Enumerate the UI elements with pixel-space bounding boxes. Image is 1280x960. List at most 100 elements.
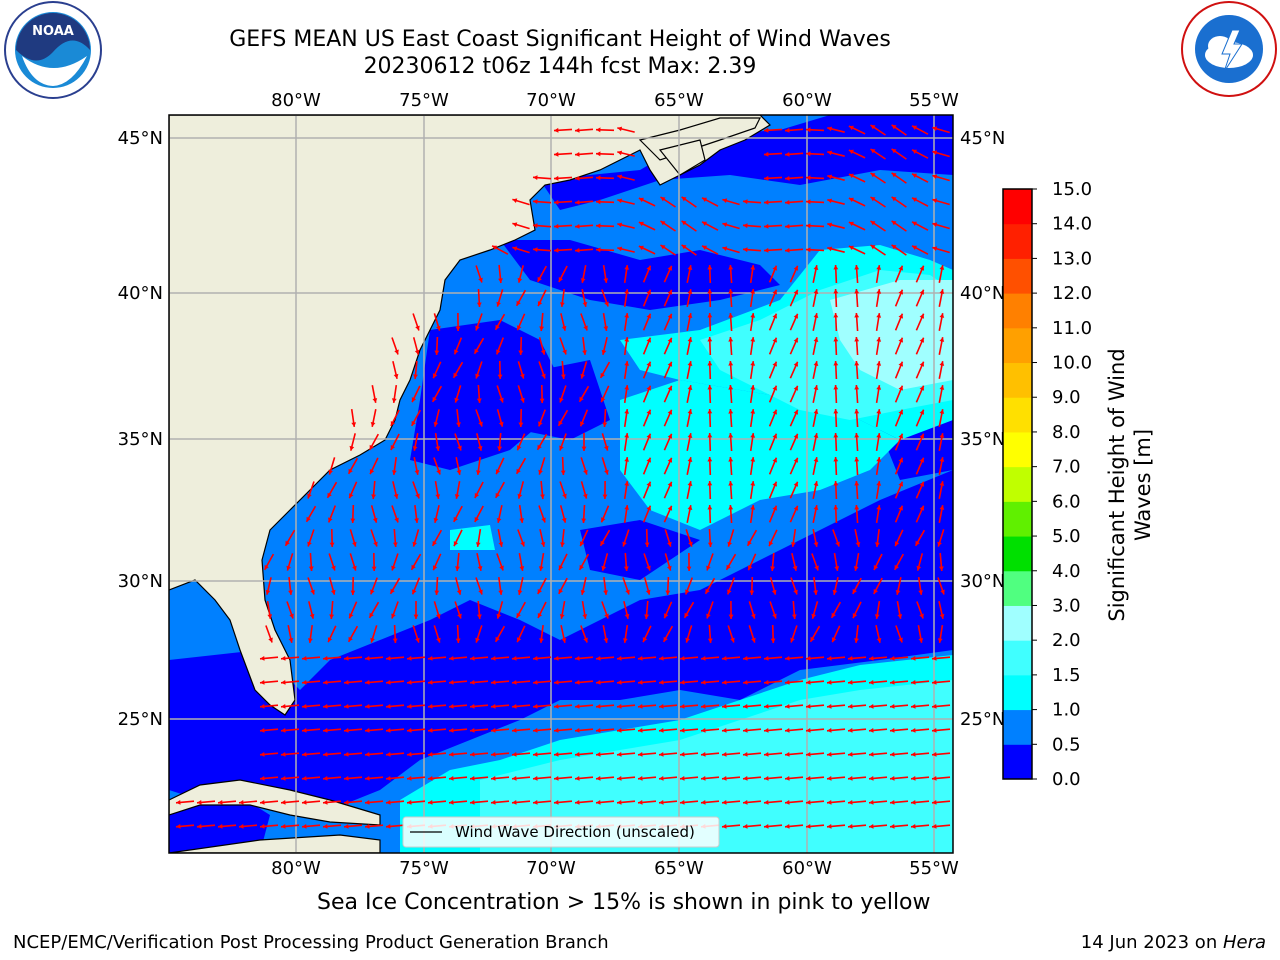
wave-direction-arrowhead — [554, 151, 559, 157]
colorbar-segment — [1003, 362, 1032, 398]
colorbar-tick-label: 4.0 — [1052, 561, 1081, 582]
wave-direction-arrowhead — [260, 800, 265, 805]
wave-direction-arrowhead — [793, 337, 798, 343]
wave-direction-arrowhead — [848, 680, 853, 685]
wave-direction-arrowhead — [728, 313, 734, 318]
wave-direction-arrowhead — [533, 223, 538, 228]
wave-direction-arrowhead — [617, 150, 623, 156]
wave-direction-arrowhead — [707, 638, 713, 643]
wave-direction-arrowhead — [722, 704, 727, 709]
wave-direction-arrowhead — [876, 457, 882, 462]
wave-direction-arrowhead — [707, 481, 713, 486]
wave-direction-arrowhead — [307, 541, 312, 547]
wave-direction-arrowhead — [750, 457, 756, 462]
wave-direction-arrowhead — [436, 613, 441, 619]
wave-direction-arrowhead — [793, 481, 798, 487]
wave-direction-arrowhead — [554, 199, 559, 205]
wave-direction-arrowhead — [911, 704, 916, 709]
wave-direction-arrowhead — [386, 776, 391, 781]
wave-direction-arrowhead — [939, 337, 945, 342]
wave-direction-arrowhead — [911, 728, 916, 733]
wave-direction-arrowhead — [453, 372, 458, 378]
wave-direction-arrowhead — [848, 197, 854, 203]
colorbar-segment — [1003, 640, 1032, 676]
wave-direction-arrowhead — [281, 776, 286, 781]
wave-direction-arrowhead — [365, 824, 370, 829]
wave-direction-arrowhead — [764, 247, 769, 253]
wave-direction-arrowhead — [495, 324, 500, 330]
wave-direction-arrowhead — [932, 776, 937, 781]
wave-direction-arrowhead — [512, 776, 517, 781]
wave-direction-arrowhead — [705, 588, 710, 594]
wave-direction-arrowhead — [722, 198, 728, 203]
wave-direction-arrowhead — [562, 493, 567, 499]
wave-direction-arrowhead — [497, 446, 502, 451]
wave-direction-arrowhead — [932, 126, 938, 131]
wave-direction-arrowhead — [516, 612, 521, 618]
wave-direction-arrowhead — [617, 704, 622, 709]
wave-direction-arrowhead — [870, 245, 876, 250]
wave-direction-arrowhead — [728, 385, 734, 390]
wave-direction-arrowhead — [638, 221, 644, 227]
wave-direction-arrowhead — [575, 248, 580, 253]
wave-direction-arrowhead — [470, 704, 475, 709]
wave-direction-arrowhead — [764, 800, 769, 805]
wave-direction-arrowhead — [392, 470, 397, 475]
wave-direction-arrowhead — [517, 493, 523, 499]
wave-direction-arrowhead — [519, 566, 525, 571]
wave-direction-arrowhead — [365, 680, 370, 685]
wave-direction-arrowhead — [264, 564, 269, 570]
wave-direction-arrowhead — [580, 373, 585, 379]
lat-label-right: 45°N — [960, 128, 1005, 149]
wave-direction-arrowhead — [939, 433, 945, 438]
wave-direction-arrowhead — [407, 752, 412, 757]
wave-direction-arrowhead — [218, 800, 223, 805]
wave-direction-arrowhead — [743, 656, 748, 661]
wave-direction-arrowhead — [806, 776, 811, 781]
wave-direction-arrowhead — [456, 422, 461, 427]
footer-machine: Hera — [1222, 932, 1266, 953]
wave-direction-arrowhead — [575, 128, 580, 133]
wave-direction-arrowhead — [512, 752, 517, 757]
wave-direction-arrowhead — [911, 800, 916, 805]
wave-direction-arrowhead — [386, 752, 391, 757]
wave-direction-arrowhead — [575, 752, 580, 757]
wave-direction-arrowhead — [932, 222, 938, 227]
wave-direction-arrowhead — [323, 800, 328, 805]
wave-direction-arrowhead — [575, 176, 580, 181]
wave-direction-arrowhead — [854, 505, 860, 510]
wave-direction-arrowhead — [659, 704, 664, 709]
wave-direction-arrowhead — [561, 374, 566, 379]
wave-direction-arrowhead — [624, 265, 629, 270]
wave-direction-arrowhead — [512, 800, 517, 805]
colorbar-segment — [1003, 431, 1032, 468]
wave-direction-arrowhead — [833, 289, 839, 294]
wave-direction-arrowhead — [518, 350, 524, 355]
wave-direction-arrowhead — [603, 326, 609, 331]
wave-direction-arrowhead — [919, 361, 924, 367]
wave-direction-arrowhead — [372, 398, 378, 403]
wave-direction-arrowhead — [932, 680, 937, 685]
wave-direction-arrowhead — [455, 638, 461, 643]
wave-direction-arrowhead — [919, 613, 924, 619]
wave-direction-arrowhead — [667, 361, 673, 367]
wave-direction-arrowhead — [491, 776, 496, 781]
wave-direction-arrowhead — [667, 385, 673, 391]
wave-direction-arrowhead — [392, 638, 398, 643]
wave-direction-arrowhead — [638, 704, 643, 709]
wave-direction-arrowhead — [308, 638, 313, 643]
wave-direction-arrowhead — [456, 470, 462, 475]
wave-direction-arrowhead — [644, 542, 650, 547]
wave-direction-arrowhead — [793, 409, 798, 415]
wave-direction-arrowhead — [575, 224, 580, 229]
wave-direction-arrowhead — [939, 481, 945, 486]
wave-direction-arrowhead — [477, 566, 483, 571]
wave-direction-arrowhead — [764, 175, 769, 181]
wave-direction-arrowhead — [854, 433, 860, 438]
wave-direction-arrowhead — [701, 656, 706, 661]
wave-direction-arrowhead — [306, 516, 311, 522]
wave-direction-arrowhead — [646, 337, 651, 343]
wave-direction-arrowhead — [407, 800, 412, 805]
wave-direction-arrowhead — [603, 590, 608, 595]
wave-direction-arrowhead — [791, 542, 796, 547]
